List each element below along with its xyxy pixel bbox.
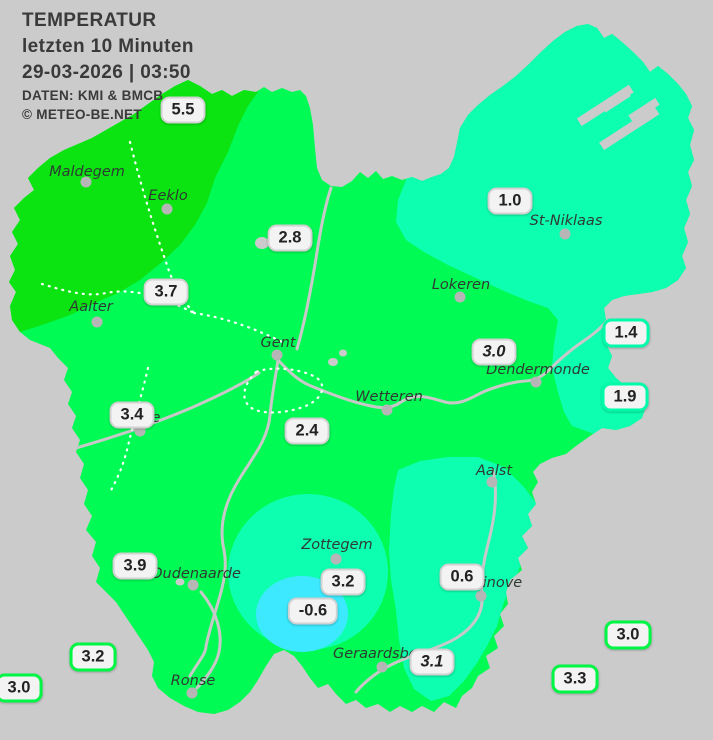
city-marker: [271, 349, 283, 361]
city-label: Ronse: [170, 673, 216, 689]
city-marker: [486, 476, 498, 488]
city-label: Aalst: [475, 463, 513, 479]
city-marker: [454, 291, 466, 303]
city-marker: [161, 203, 173, 215]
city-label: Maldegem: [49, 164, 125, 180]
temperature-label: 1.9: [601, 382, 649, 412]
city-marker: [186, 687, 198, 699]
temperature-label: 2.8: [267, 224, 313, 252]
city-label: Eeklo: [148, 188, 188, 204]
temperature-label: 3.0: [0, 673, 43, 703]
city-label: Dendermonde: [486, 362, 590, 378]
temperature-label: 1.4: [602, 318, 650, 348]
city-label: Gent: [260, 335, 296, 351]
city-label: Zottegem: [301, 537, 373, 553]
road-ronse: [195, 590, 222, 690]
city-label: Wetteren: [355, 389, 423, 405]
river-dender: [354, 468, 497, 694]
city-label: Oudenaarde: [151, 566, 241, 582]
temperature-label: 3.2: [69, 642, 117, 672]
map-header: TEMPERATUR letzten 10 Minuten 29-03-2026…: [22, 8, 194, 124]
page-title: TEMPERATUR: [22, 10, 157, 31]
water-patches: [175, 237, 347, 586]
city-marker: [330, 553, 342, 565]
temperature-label: 1.0: [487, 187, 533, 215]
city-label: Aalter: [69, 299, 113, 315]
temperature-label: 0.6: [439, 563, 485, 591]
copyright-label: © METEO-BE.NET: [22, 107, 142, 122]
city-label: e: [151, 410, 161, 426]
city-marker: [134, 425, 146, 437]
city-label: Lokeren: [431, 277, 491, 293]
temperature-label: 5.5: [160, 96, 206, 124]
temperature-label: 3.7: [143, 278, 189, 306]
city-marker: [475, 590, 487, 602]
city-marker: [187, 579, 199, 591]
canal-gent-terneuzen: [295, 186, 333, 351]
temperature-label: 3.0: [471, 338, 517, 366]
temperature-label: 3.1: [409, 648, 455, 676]
city-marker: [530, 376, 542, 388]
temperature-label: 3.2: [320, 568, 366, 596]
page-subtitle: letzten 10 Minuten: [22, 36, 194, 57]
temperature-label: 3.0: [604, 620, 652, 650]
city-marker: [80, 176, 92, 188]
temperature-label: 3.9: [112, 552, 158, 580]
datetime-label: 29-03-2026 | 03:50: [22, 62, 191, 83]
temperature-label: -0.6: [287, 597, 339, 625]
city-marker: [559, 228, 571, 240]
city-marker: [91, 316, 103, 328]
river-leie: [74, 371, 261, 450]
city-marker: [381, 404, 393, 416]
temperature-label: 2.4: [284, 417, 330, 445]
data-source-label: DATEN: KMI & BMCB: [22, 88, 164, 103]
city-marker: [376, 661, 388, 673]
temperature-label: 3.4: [109, 401, 155, 429]
harbor-channels: [576, 84, 660, 151]
temperature-label: 3.3: [551, 664, 599, 694]
city-label: St-Niklaas: [529, 213, 603, 229]
